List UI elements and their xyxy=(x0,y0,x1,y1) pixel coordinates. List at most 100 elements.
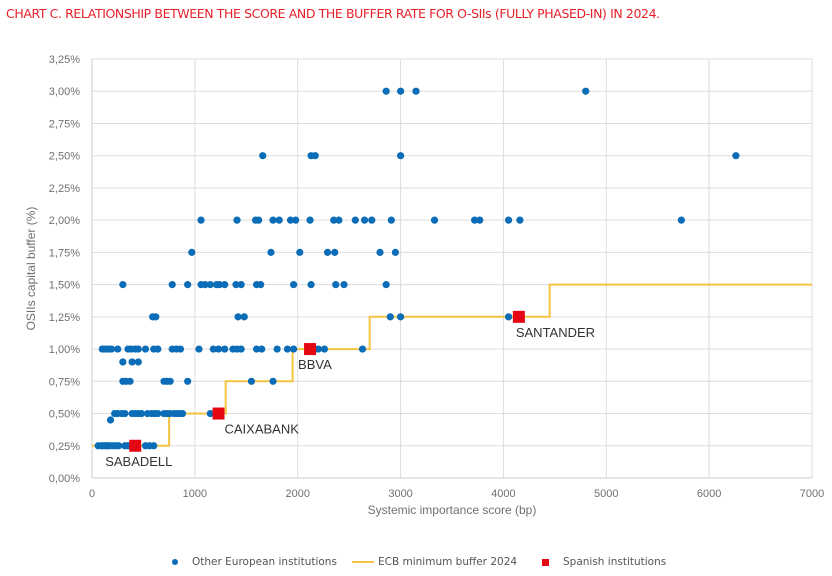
y-tick-label: 3,00% xyxy=(49,86,80,98)
spanish-institution-point xyxy=(129,439,142,452)
other-institution-point xyxy=(269,216,277,224)
other-institution-point xyxy=(176,345,185,353)
y-tick-label: 1,75% xyxy=(49,247,80,259)
other-institution-point xyxy=(386,313,394,321)
y-tick-label: 2,00% xyxy=(49,215,80,227)
other-institution-point xyxy=(582,87,590,95)
x-tick-label: 1000 xyxy=(183,488,207,500)
other-institution-point xyxy=(292,216,300,224)
other-institution-point xyxy=(150,442,158,450)
x-tick-label: 5000 xyxy=(594,488,618,500)
other-institution-point xyxy=(197,216,205,224)
x-tick-label: 7000 xyxy=(800,488,824,500)
legend-label-ecb: ECB minimum buffer 2024 xyxy=(378,556,518,568)
other-institution-point xyxy=(107,345,116,353)
other-institution-point xyxy=(237,345,245,353)
other-institution-point xyxy=(368,216,376,224)
y-tick-label: 2,75% xyxy=(49,118,80,130)
other-institution-point xyxy=(119,358,127,366)
other-institution-point xyxy=(255,216,263,224)
other-institution-point xyxy=(232,281,240,289)
other-institution-point xyxy=(307,281,315,289)
other-institution-point xyxy=(351,216,359,224)
other-institution-point xyxy=(332,281,340,289)
other-institution-point xyxy=(267,248,275,256)
y-tick-label: 0,25% xyxy=(49,441,80,453)
y-tick-label: 0,75% xyxy=(49,376,80,388)
other-institution-point xyxy=(166,377,174,385)
other-institution-point xyxy=(677,216,685,224)
other-institution-point xyxy=(290,281,298,289)
other-institution-point xyxy=(314,345,322,353)
annotation-label: SANTANDER xyxy=(516,325,595,340)
other-institution-point xyxy=(188,248,196,256)
other-institution-point xyxy=(396,313,405,321)
ecb-step-line xyxy=(92,283,812,447)
other-institution-point xyxy=(141,345,150,353)
y-axis-ticks: 0,00% 0,25% 0,50% 0,75% 1,00% 1,25% 1,50% 1,75%… xyxy=(49,54,80,485)
y-tick-label: 2,25% xyxy=(49,183,80,195)
other-institution-point xyxy=(330,216,338,224)
y-tick-label: 0,50% xyxy=(49,409,80,421)
x-tick-label: 3000 xyxy=(388,488,412,500)
other-institution-point xyxy=(358,345,367,353)
other-institution-point xyxy=(273,345,281,353)
other-institution-point xyxy=(221,281,229,289)
ecb-min-buffer-line xyxy=(92,283,812,447)
other-institution-point xyxy=(257,281,265,289)
y-tick-label: 3,25% xyxy=(49,54,80,66)
other-institution-point xyxy=(206,281,214,289)
other-institution-point xyxy=(215,281,224,289)
other-institution-point xyxy=(306,216,314,224)
other-institution-point xyxy=(259,152,267,160)
x-axis-label: Systemic importance score (bp) xyxy=(368,503,537,517)
other-institution-point xyxy=(233,216,241,224)
spanish-institutions-points: SABADELL CAIXABANK BBVA SANTANDER xyxy=(105,310,595,469)
spanish-institution-point xyxy=(512,310,525,323)
legend-item-other: Other European institutions xyxy=(172,556,337,568)
other-institution-point xyxy=(396,87,405,95)
other-institution-point xyxy=(269,377,277,385)
other-institution-point xyxy=(320,345,329,353)
x-tick-label: 2000 xyxy=(285,488,309,500)
annotation-label: CAIXABANK xyxy=(225,422,300,437)
other-institution-point xyxy=(396,152,405,160)
other-institution-point xyxy=(286,216,295,224)
other-institutions-points xyxy=(94,87,740,450)
other-institution-point xyxy=(137,409,145,418)
y-axis-label: OSIIs capital buffer (%) xyxy=(24,207,38,331)
grid xyxy=(91,58,813,479)
legend-line-marker xyxy=(352,561,374,563)
other-institution-point xyxy=(121,409,129,418)
legend-circle-marker xyxy=(172,559,178,565)
other-institution-point xyxy=(331,248,339,256)
other-institution-point xyxy=(106,416,115,424)
other-institution-point xyxy=(382,87,390,95)
other-institution-point xyxy=(290,345,298,353)
other-institution-point xyxy=(128,358,136,366)
other-institution-point xyxy=(154,345,162,353)
other-institution-point xyxy=(134,358,142,366)
other-institution-point xyxy=(119,281,127,289)
other-institution-point xyxy=(387,216,395,224)
other-institution-point xyxy=(240,313,248,321)
y-tick-label: 1,50% xyxy=(49,280,80,292)
legend-label-other: Other European institutions xyxy=(192,556,337,568)
y-tick-label: 2,50% xyxy=(49,151,80,163)
other-institution-point xyxy=(221,345,229,353)
other-institution-point xyxy=(247,377,256,385)
other-institution-point xyxy=(168,281,176,289)
other-institution-point xyxy=(323,248,332,256)
other-institution-point xyxy=(234,313,242,321)
other-institution-point xyxy=(184,281,192,289)
other-institution-point xyxy=(391,248,400,256)
other-institution-point xyxy=(237,281,245,289)
other-institution-point xyxy=(360,216,369,224)
legend-square-marker xyxy=(542,558,549,566)
spanish-institution-point xyxy=(304,343,317,356)
other-institution-point xyxy=(471,216,479,224)
other-institution-point xyxy=(504,216,513,224)
x-axis-ticks: 0 1000 2000 3000 4000 5000 6000 7000 xyxy=(89,488,824,500)
legend-item-ecb: ECB minimum buffer 2024 xyxy=(352,556,517,568)
other-institution-point xyxy=(252,345,261,353)
